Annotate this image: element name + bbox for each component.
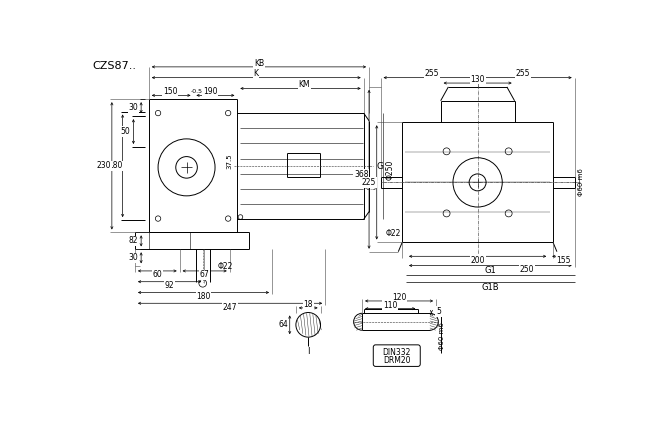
Text: -0.5: -0.5 xyxy=(190,89,202,94)
Text: Φ60 m6: Φ60 m6 xyxy=(439,322,445,350)
Text: 60: 60 xyxy=(153,270,162,279)
Text: G: G xyxy=(377,162,384,171)
Text: 18: 18 xyxy=(304,299,313,308)
Text: 110: 110 xyxy=(383,301,398,310)
Text: 368: 368 xyxy=(354,170,368,179)
Text: 5: 5 xyxy=(436,307,441,316)
Text: 155: 155 xyxy=(557,256,571,265)
Text: 30: 30 xyxy=(129,254,139,263)
Text: 250: 250 xyxy=(519,265,534,274)
Text: DRM20: DRM20 xyxy=(383,356,410,365)
Text: -0.5: -0.5 xyxy=(364,186,376,191)
Text: 37.5: 37.5 xyxy=(226,154,232,169)
Text: Φ250: Φ250 xyxy=(386,160,395,180)
Text: 190: 190 xyxy=(203,87,218,96)
Text: 30: 30 xyxy=(129,103,139,112)
Text: G1: G1 xyxy=(484,266,496,275)
Text: 255: 255 xyxy=(425,69,440,79)
Text: 247: 247 xyxy=(222,302,237,311)
Text: Φ22: Φ22 xyxy=(218,262,234,271)
Text: 50: 50 xyxy=(121,127,131,136)
Text: 200: 200 xyxy=(470,256,485,265)
Text: 230: 230 xyxy=(97,161,111,170)
Text: DIN332: DIN332 xyxy=(382,348,411,357)
Text: G1B: G1B xyxy=(482,283,499,292)
Text: 120: 120 xyxy=(392,293,406,302)
Text: I: I xyxy=(307,347,310,356)
Text: Φ22: Φ22 xyxy=(385,229,401,238)
Text: 130: 130 xyxy=(470,75,485,84)
Text: KB: KB xyxy=(254,58,264,67)
Text: K: K xyxy=(254,69,258,79)
Text: 150: 150 xyxy=(163,87,178,96)
Text: CZS87..: CZS87.. xyxy=(93,61,137,71)
Text: 82: 82 xyxy=(129,236,138,245)
Text: KM: KM xyxy=(298,80,310,89)
Text: 180: 180 xyxy=(196,292,210,301)
Text: 255: 255 xyxy=(515,69,530,79)
Text: 64: 64 xyxy=(278,320,288,329)
Text: Φ60 m6: Φ60 m6 xyxy=(578,169,584,196)
Text: 225: 225 xyxy=(362,178,376,187)
Text: 180: 180 xyxy=(108,161,122,170)
Text: 67: 67 xyxy=(199,270,209,279)
Text: 92: 92 xyxy=(165,281,174,290)
